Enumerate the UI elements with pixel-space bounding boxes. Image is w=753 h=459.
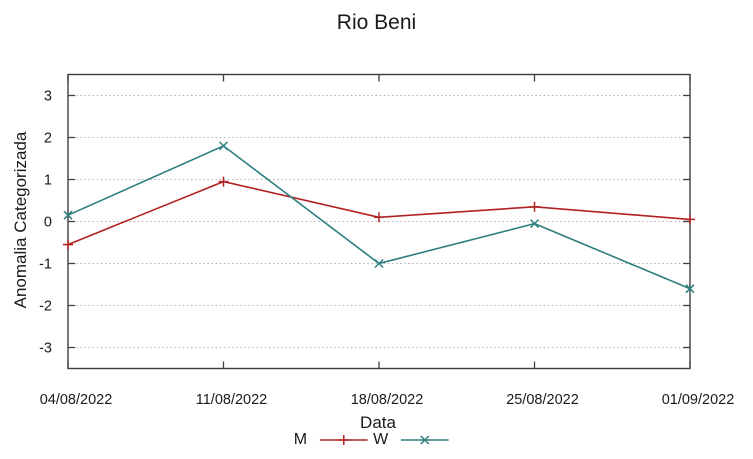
y-tick-label: 2: [44, 131, 52, 147]
x-tick-label: 11/08/2022: [196, 392, 268, 408]
y-tick-label: -2: [39, 299, 52, 315]
legend-label-M: M: [293, 431, 308, 448]
x-tick-label: 25/08/2022: [506, 392, 579, 408]
y-tick-label: 1: [44, 173, 52, 189]
series-marker-W: [374, 258, 384, 269]
y-tick-label: -1: [39, 257, 52, 273]
series-marker-W: [529, 219, 540, 229]
legend-label-W: W: [373, 431, 389, 448]
y-tick-label: 3: [44, 89, 52, 105]
y-tick-label: 0: [44, 215, 52, 231]
x-tick-label: 18/08/2022: [351, 392, 424, 408]
x-axis-title: Data: [360, 413, 396, 432]
legend-sample-W: [401, 435, 450, 445]
legend-marker-W: [420, 435, 430, 445]
series-marker-W: [685, 284, 695, 294]
y-tick-label: -3: [39, 341, 52, 357]
series-marker-W: [218, 141, 229, 151]
x-tick-label: 04/08/2022: [40, 392, 113, 408]
series-marker-W: [63, 210, 73, 220]
x-tick-label: 01/09/2022: [662, 392, 735, 408]
legend-sample-M: [320, 435, 369, 445]
chart-title: Rio Beni: [336, 11, 417, 34]
